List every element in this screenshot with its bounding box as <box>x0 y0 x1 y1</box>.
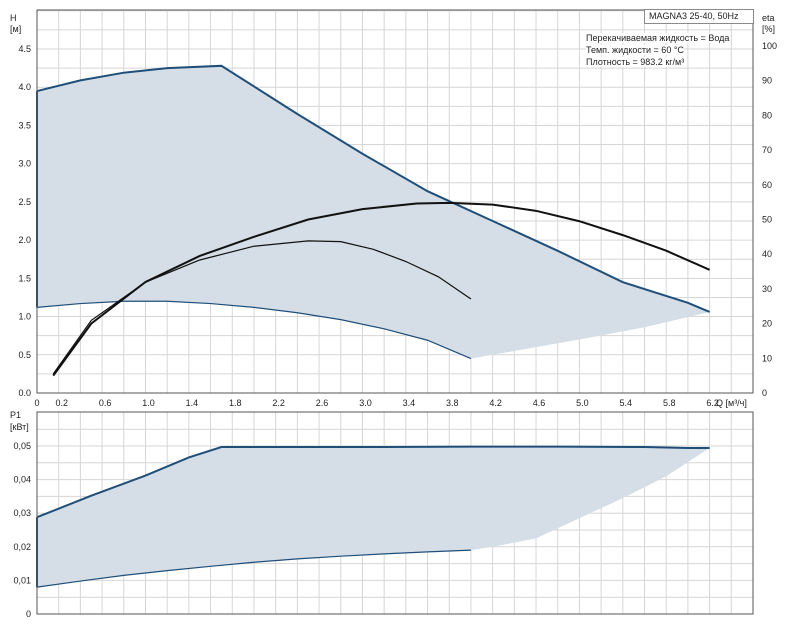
y2-tick-label: 60 <box>762 180 772 190</box>
annotation-fluid: Перекачиваемая жидкость = Вода <box>586 33 730 43</box>
y-tick-label: 2.5 <box>18 197 31 207</box>
power-tick-label: 0,01 <box>13 575 31 585</box>
y2-tick-label: 50 <box>762 215 772 225</box>
y2-tick-label: 100 <box>762 41 777 51</box>
y2-tick-label: 90 <box>762 76 772 86</box>
power-tick-label: 0,03 <box>13 508 31 518</box>
min-head-curve <box>36 300 472 360</box>
y-tick-label: 3.0 <box>18 159 31 169</box>
y-tick-label: 4.0 <box>18 82 31 92</box>
y2-tick-label: 40 <box>762 249 772 259</box>
power-axis-label-unit: [кВт] <box>10 422 29 432</box>
x-tick-label: 3.4 <box>403 398 416 408</box>
y2-tick-label: 30 <box>762 284 772 294</box>
power-tick-label: 0,04 <box>13 475 31 485</box>
max-head-curve <box>36 64 710 313</box>
y-tick-label: 3.5 <box>18 120 31 130</box>
x-axis-label: Q [м³/ч] <box>716 398 747 408</box>
top-plot-frame <box>36 9 754 394</box>
x-tick-label: 2.6 <box>316 398 329 408</box>
min-power-curve <box>36 549 471 588</box>
annotation-density: Плотность = 983.2 кг/м³ <box>586 57 685 67</box>
x-tick-label: 6.2 <box>706 398 719 408</box>
y2-axis-label-name: eta <box>762 13 775 23</box>
operating-curve <box>52 240 472 375</box>
max-power-curve <box>36 445 710 519</box>
y2-tick-label: 20 <box>762 319 772 329</box>
x-tick-label: 1.8 <box>229 398 242 408</box>
x-tick-label: 0.2 <box>55 398 68 408</box>
y-tick-label: 2.0 <box>18 235 31 245</box>
power-tick-label: 0,02 <box>13 542 31 552</box>
y-tick-label: 4.5 <box>18 44 31 54</box>
annotation-temperature: Темп. жидкости = 60 °C <box>586 45 684 55</box>
head-range-area <box>37 65 710 359</box>
x-tick-label: 4.6 <box>533 398 546 408</box>
power-tick-label: 0,05 <box>13 441 31 451</box>
y2-tick-label: 70 <box>762 145 772 155</box>
y2-tick-label: 80 <box>762 110 772 120</box>
x-tick-label: 5.0 <box>576 398 589 408</box>
y-axis-label-unit: [м] <box>10 24 21 34</box>
x-tick-label: 3.8 <box>446 398 459 408</box>
x-tick-label: 0 <box>34 398 39 408</box>
x-tick-label: 0.6 <box>99 398 112 408</box>
power-axis-label-name: P1 <box>10 410 21 420</box>
y-tick-label: 0.0 <box>18 388 31 398</box>
y-tick-label: 1.5 <box>18 273 31 283</box>
chart-title: MAGNA3 25-40, 50Hz <box>644 9 754 24</box>
x-tick-label: 2.2 <box>272 398 285 408</box>
y-tick-label: 1.0 <box>18 312 31 322</box>
x-tick-label: 1.4 <box>186 398 199 408</box>
power-range-area <box>37 446 710 588</box>
y2-tick-label: 0 <box>762 388 767 398</box>
efficiency-curve <box>52 201 711 377</box>
y-tick-label: 0.5 <box>18 350 31 360</box>
y2-axis-label-unit: [%] <box>762 24 775 34</box>
x-tick-label: 3.0 <box>359 398 372 408</box>
y-axis-label-name: H <box>10 13 17 23</box>
x-tick-label: 1.0 <box>142 398 155 408</box>
x-tick-label: 5.4 <box>620 398 633 408</box>
power-tick-label: 0 <box>26 609 31 619</box>
x-tick-label: 5.8 <box>663 398 676 408</box>
x-tick-label: 4.2 <box>489 398 502 408</box>
bottom-plot-frame <box>36 411 754 615</box>
y2-tick-label: 10 <box>762 353 772 363</box>
